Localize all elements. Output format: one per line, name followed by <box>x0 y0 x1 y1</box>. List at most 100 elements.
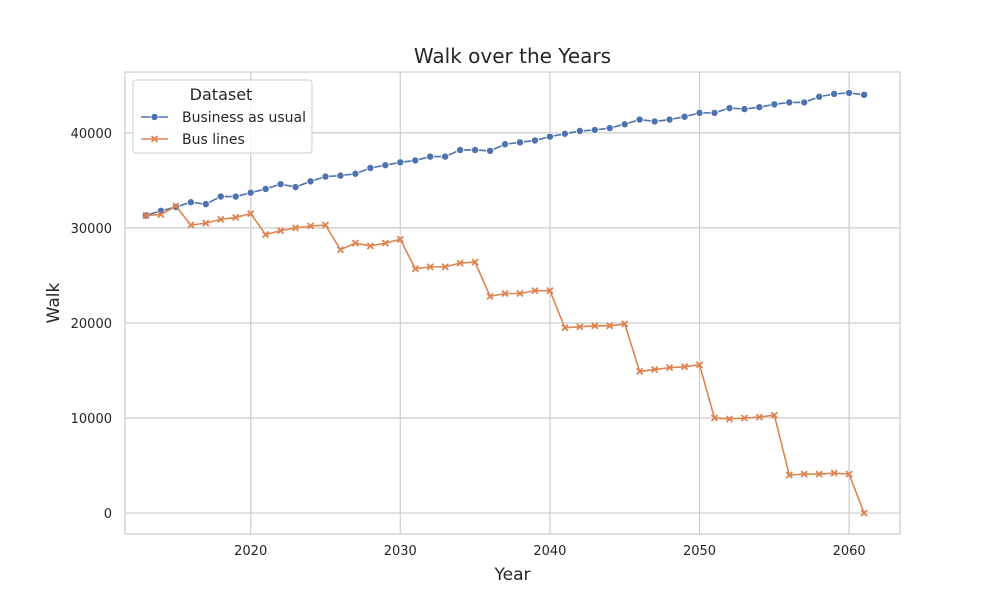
data-point <box>261 184 270 193</box>
data-point <box>770 100 779 109</box>
x-tick-label: 2040 <box>533 544 566 559</box>
data-point <box>725 415 734 423</box>
data-point <box>695 108 704 117</box>
data-point <box>755 413 763 421</box>
data-point <box>232 213 240 222</box>
y-axis-label: Walk <box>44 282 64 323</box>
data-point <box>815 470 823 478</box>
data-point <box>426 152 435 161</box>
data-point <box>441 263 449 271</box>
data-point <box>560 129 569 138</box>
data-point <box>740 105 749 114</box>
data-point <box>710 414 719 422</box>
x-tick-label: 2030 <box>384 544 417 559</box>
data-point <box>845 88 854 97</box>
data-point <box>366 242 375 250</box>
data-point <box>575 126 584 135</box>
data-point <box>770 411 778 419</box>
data-point <box>276 180 285 189</box>
data-point <box>486 146 495 155</box>
data-point <box>426 263 434 271</box>
data-point <box>217 215 225 223</box>
x-tick-label: 2020 <box>234 544 267 559</box>
data-point <box>246 188 255 197</box>
x-tick-label: 2050 <box>683 544 716 559</box>
data-point <box>216 192 225 201</box>
data-point <box>366 164 375 173</box>
data-point <box>471 258 479 266</box>
data-point <box>186 198 195 207</box>
data-point <box>516 289 524 298</box>
legend-box <box>132 79 313 154</box>
data-point <box>621 320 629 328</box>
data-point <box>351 169 360 178</box>
y-tick-label: 40000 <box>71 127 112 142</box>
y-tick-label: 20000 <box>71 317 112 332</box>
legend-entry: Business as usual <box>141 110 306 126</box>
data-point <box>306 222 315 230</box>
data-point <box>501 140 510 149</box>
x-tick-label: 2060 <box>833 544 866 559</box>
data-point <box>150 113 159 122</box>
data-point <box>606 322 614 330</box>
series-layer <box>141 88 869 517</box>
data-point <box>501 289 509 298</box>
data-point <box>172 202 180 210</box>
data-point <box>396 158 405 167</box>
data-point <box>680 363 689 371</box>
grid-lines <box>125 72 900 534</box>
data-point <box>351 239 360 247</box>
data-point <box>710 108 719 117</box>
data-point <box>396 235 404 243</box>
data-point <box>456 145 465 154</box>
legend-label: Bus lines <box>182 132 245 148</box>
data-point <box>262 230 270 239</box>
data-point <box>247 210 255 218</box>
data-point <box>187 221 195 229</box>
data-point <box>830 469 838 477</box>
data-point <box>590 125 599 134</box>
data-point <box>591 322 599 330</box>
y-tick-label: 0 <box>104 507 112 522</box>
data-point <box>800 98 809 107</box>
data-point <box>620 120 629 129</box>
data-point <box>306 177 315 186</box>
chart-title: Walk over the Years <box>414 44 611 68</box>
data-point <box>530 136 539 145</box>
legend: Dataset Business as usual Bus lines <box>132 79 313 154</box>
data-point <box>291 224 300 232</box>
y-tick-label: 30000 <box>71 222 112 237</box>
data-point <box>546 287 554 295</box>
data-point <box>725 104 734 113</box>
data-point <box>800 470 808 478</box>
data-point <box>321 221 330 229</box>
data-point <box>411 156 420 165</box>
data-point <box>680 112 689 121</box>
data-point <box>202 219 210 227</box>
data-point <box>441 152 450 161</box>
data-point <box>665 364 674 372</box>
data-point <box>785 98 794 107</box>
data-point <box>665 115 674 124</box>
data-point <box>381 161 390 170</box>
data-point <box>576 323 584 331</box>
data-point <box>740 414 749 422</box>
legend-items: Business as usual Bus lines <box>141 110 306 148</box>
data-point <box>411 265 419 273</box>
legend-entry: Bus lines <box>141 132 245 148</box>
y-tick-labels: 0 10000 20000 30000 40000 <box>71 127 112 522</box>
data-point <box>785 471 793 479</box>
x-axis-label: Year <box>494 565 531 585</box>
data-point <box>150 135 159 143</box>
data-point <box>605 124 614 133</box>
data-point <box>830 89 839 98</box>
legend-label: Business as usual <box>182 110 306 126</box>
data-point <box>486 292 494 300</box>
y-tick-label: 10000 <box>71 412 112 427</box>
data-point <box>471 145 480 154</box>
data-point <box>815 92 824 101</box>
data-point <box>531 287 539 295</box>
data-point <box>545 132 554 141</box>
data-point <box>860 90 869 99</box>
